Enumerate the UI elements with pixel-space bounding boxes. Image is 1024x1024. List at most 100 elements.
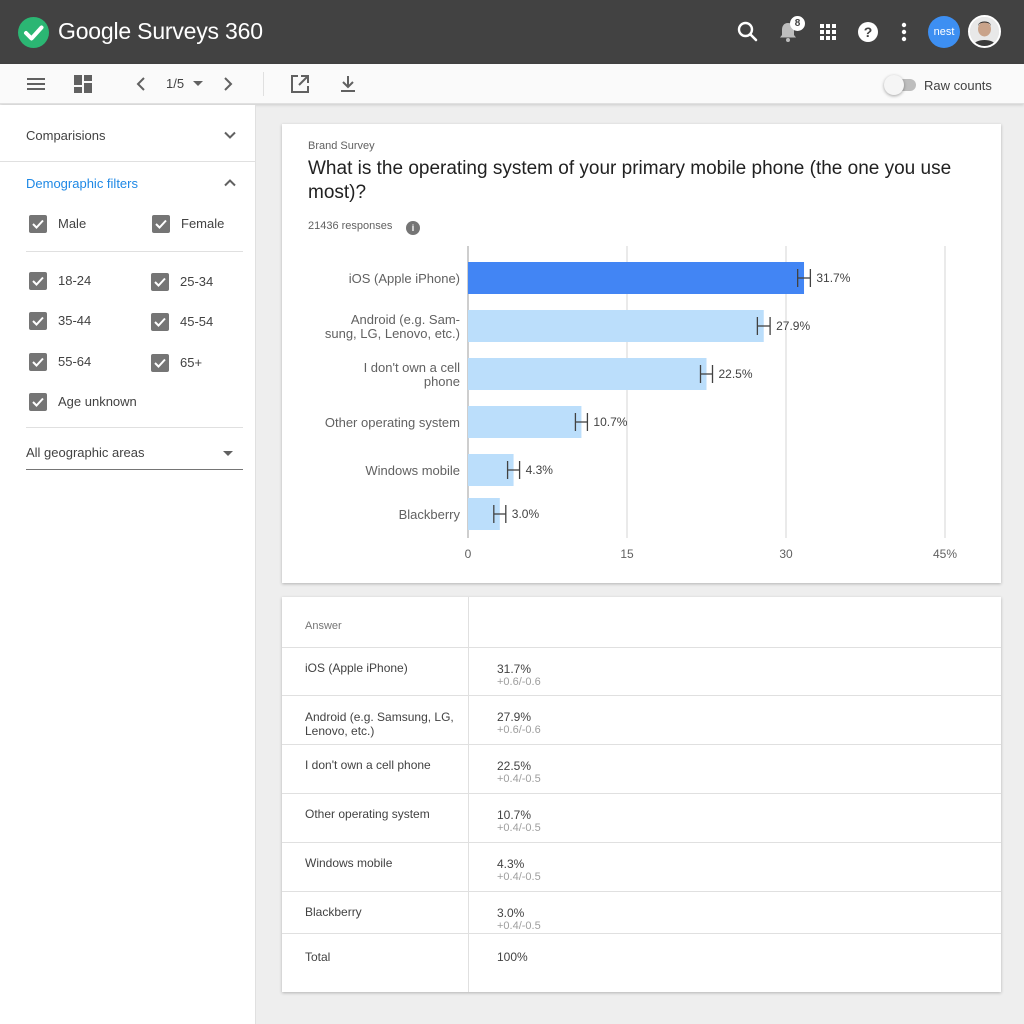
responses-count: 21436 responses: [308, 220, 393, 232]
data-label: 31.7%: [816, 271, 850, 285]
help-icon[interactable]: ?: [854, 18, 882, 46]
table-row-divider: [282, 891, 1001, 892]
more-vert-icon[interactable]: [890, 18, 918, 46]
age-18-24-label: 18-24: [58, 273, 92, 288]
report-toolbar: 1/5: [0, 64, 1024, 104]
bar: [468, 406, 582, 438]
toolbar-divider: [263, 72, 264, 96]
apps-grid-icon[interactable]: [814, 18, 842, 46]
surveys-logo-icon[interactable]: [18, 17, 49, 48]
table-row-answer: I don't own a cell phone: [305, 758, 431, 772]
dropdown-arrow-icon: [223, 451, 233, 456]
category-label: Other operating system: [325, 415, 460, 430]
menu-icon[interactable]: [24, 72, 48, 96]
download-icon[interactable]: [336, 72, 360, 96]
data-label: 22.5%: [719, 367, 753, 381]
geographic-area-select[interactable]: All geographic areas: [26, 440, 243, 470]
chevron-down-icon[interactable]: [222, 127, 238, 143]
table-row-error-margin: +0.4/-0.5: [497, 773, 541, 785]
category-label: Blackberry: [399, 507, 461, 522]
comparisons-header[interactable]: Comparisions: [26, 128, 106, 143]
table-row-answer: Other operating system: [305, 807, 430, 821]
table-row-answer: Android (e.g. Samsung, LG, Lenovo, etc.): [305, 710, 454, 738]
age-65-plus-checkbox[interactable]: [151, 354, 169, 372]
x-tick-label: 45%: [933, 547, 957, 561]
table-row-answer: iOS (Apple iPhone): [305, 661, 408, 675]
product-name: Surveys 360: [137, 18, 263, 44]
page-dropdown-icon[interactable]: [193, 81, 203, 86]
brand-name: Google: [58, 18, 131, 44]
data-label: 27.9%: [776, 319, 810, 333]
age-unknown-label: Age unknown: [58, 394, 137, 409]
chevron-right-icon[interactable]: [216, 72, 240, 96]
table-row-error-margin: +0.4/-0.5: [497, 920, 541, 932]
answer-column-header: Answer: [305, 620, 342, 632]
table-row-value: 22.5%: [497, 759, 532, 773]
female-checkbox[interactable]: [152, 215, 170, 233]
age-25-34-checkbox[interactable]: [151, 273, 169, 291]
age-65-plus-label: 65+: [180, 355, 203, 370]
table-row-divider: [282, 933, 1001, 934]
age-35-44-checkbox[interactable]: [29, 312, 47, 330]
x-tick-label: 15: [620, 547, 634, 561]
bar-chart: 0 15 30 45% 31.7% iOS (Apple iPhone) 27.9% Andr…: [325, 246, 957, 561]
data-label: 3.0%: [512, 507, 540, 521]
data-label: 4.3%: [526, 463, 554, 477]
male-checkbox[interactable]: [29, 215, 47, 233]
search-icon[interactable]: [734, 18, 762, 46]
table-row-value: 27.9%: [497, 710, 532, 724]
table-row-answer: Windows mobile: [305, 856, 393, 870]
bar: [468, 358, 707, 390]
female-label: Female: [181, 216, 225, 231]
age-55-64-label: 55-64: [58, 354, 92, 369]
table-row-answer: Blackberry: [305, 905, 362, 919]
question-title: What is the operating system of your pri…: [308, 158, 952, 203]
demographic-filters-header[interactable]: Demographic filters: [26, 176, 138, 191]
male-label: Male: [58, 216, 87, 231]
table-row-divider: [282, 647, 1001, 648]
table-row-divider: [282, 793, 1001, 794]
x-tick-label: 0: [465, 547, 472, 561]
info-icon[interactable]: i: [406, 221, 420, 235]
table-total-label: Total: [305, 950, 331, 964]
svg-text:?: ?: [864, 24, 873, 40]
section-divider: [0, 161, 256, 162]
dashboard-view-icon[interactable]: [71, 72, 95, 96]
app-bar: Google Surveys 360 8 ? nest: [0, 0, 1024, 64]
raw-counts-toggle-thumb[interactable]: [884, 75, 904, 95]
filters-sidebar: Comparisions Demographic filters Male Fe…: [0, 105, 256, 1024]
survey-name: Brand Survey: [308, 140, 375, 152]
age-35-44-label: 35-44: [58, 313, 92, 328]
age-18-24-checkbox[interactable]: [29, 272, 47, 290]
filters-divider: [26, 427, 243, 428]
category-label: iOS (Apple iPhone): [349, 271, 460, 286]
chart-card: Brand Survey What is the operating syste…: [282, 124, 1001, 583]
table-row-divider: [282, 744, 1001, 745]
age-25-34-label: 25-34: [180, 274, 214, 289]
table-column-divider: [468, 597, 469, 992]
age-55-64-checkbox[interactable]: [29, 353, 47, 371]
account-switcher-avatar[interactable]: nest: [928, 16, 960, 48]
category-label: Windows mobile: [365, 463, 460, 478]
notification-count-badge: 8: [790, 16, 805, 31]
chevron-left-icon[interactable]: [129, 72, 153, 96]
category-label: I don't own a cell: [364, 360, 461, 375]
category-label: phone: [424, 374, 460, 389]
geographic-area-value: All geographic areas: [26, 445, 145, 460]
filters-divider: [26, 251, 243, 252]
bar: [468, 310, 764, 342]
bar: [468, 262, 805, 294]
table-row-error-margin: +0.4/-0.5: [497, 871, 541, 883]
age-45-54-checkbox[interactable]: [151, 313, 169, 331]
page-indicator[interactable]: 1/5: [166, 76, 185, 91]
table-row-value: 31.7%: [497, 662, 532, 676]
table-row-divider: [282, 842, 1001, 843]
chevron-up-icon[interactable]: [222, 175, 238, 191]
raw-counts-label: Raw counts: [924, 78, 992, 93]
table-total-value: 100%: [497, 950, 528, 964]
user-avatar[interactable]: [968, 15, 1001, 48]
age-unknown-checkbox[interactable]: [29, 393, 47, 411]
table-row-divider: [282, 695, 1001, 696]
table-row-value: 4.3%: [497, 857, 525, 871]
open-in-new-icon[interactable]: [288, 72, 312, 96]
